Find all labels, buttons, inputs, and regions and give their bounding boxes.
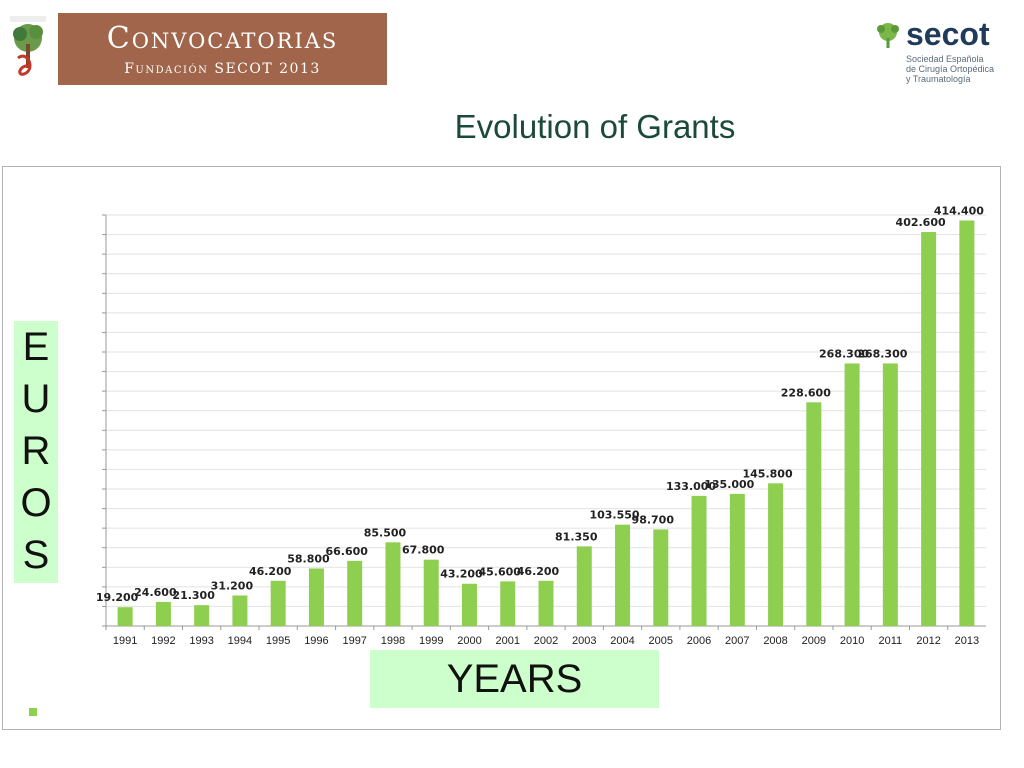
bar — [576, 546, 592, 626]
bar — [615, 524, 631, 626]
x-tick-label: 1992 — [151, 635, 175, 647]
data-label: 228.600 — [781, 386, 831, 399]
x-tick-label: 2002 — [534, 635, 558, 647]
bar — [194, 605, 210, 626]
x-tick-label: 2005 — [649, 635, 673, 647]
x-tick-label: 2011 — [879, 635, 903, 647]
fundacion-logo — [6, 14, 50, 84]
data-label: 46.200 — [517, 565, 560, 578]
convocatorias-banner: Convocatorias Fundación SECOT 2013 — [58, 13, 387, 85]
data-label: 45.600 — [479, 565, 522, 578]
x-tick-label: 2010 — [840, 635, 864, 647]
x-axis-label: YEARS — [370, 650, 659, 708]
bar — [921, 232, 937, 626]
x-tick-label: 2008 — [763, 635, 787, 647]
bar — [653, 529, 669, 626]
bullet-marker — [29, 708, 37, 716]
data-label: 135.000 — [704, 478, 754, 491]
bar — [538, 580, 554, 626]
bar — [500, 581, 516, 626]
data-label: 133.000 — [666, 480, 716, 493]
x-tick-label: 1997 — [342, 635, 366, 647]
bar — [308, 568, 324, 626]
bar — [117, 607, 133, 626]
bar — [423, 559, 439, 626]
x-tick-label: 2000 — [457, 635, 481, 647]
data-label: 414.400 — [934, 204, 984, 217]
data-label: 103.550 — [589, 509, 639, 522]
secot-name: secot — [906, 16, 990, 52]
bar — [882, 363, 898, 626]
x-tick-label: 2003 — [572, 635, 596, 647]
data-label: 24.600 — [134, 586, 177, 599]
y-axis-label: EUROS — [14, 321, 58, 583]
bar-chart: 1991 19.200 1992 24.600 1993 21.300 1994 31.200… — [96, 204, 986, 647]
x-tick-label: 1996 — [304, 635, 328, 647]
data-label: 31.200 — [211, 579, 254, 592]
banner-subtitle: Fundación SECOT 2013 — [124, 61, 321, 77]
data-label: 268.300 — [819, 347, 869, 360]
x-tick-label: 2006 — [687, 635, 711, 647]
bar — [959, 220, 975, 627]
data-label: 145.800 — [743, 467, 793, 480]
bar — [461, 583, 477, 626]
data-label: 98.700 — [632, 513, 675, 526]
x-tick-label: 2007 — [725, 635, 749, 647]
x-tick-label: 2001 — [495, 635, 519, 647]
bar — [768, 483, 784, 626]
bar — [155, 601, 171, 626]
x-tick-label: 1998 — [381, 635, 405, 647]
bar — [347, 560, 363, 626]
x-tick-label: 2004 — [610, 635, 634, 647]
data-label: 67.800 — [402, 544, 445, 557]
x-tick-label: 1991 — [113, 635, 137, 647]
chart-frame: 1991 19.200 1992 24.600 1993 21.300 1994 31.200… — [2, 166, 1001, 730]
data-label: 66.600 — [325, 545, 368, 558]
data-label: 19.200 — [96, 591, 139, 604]
data-label: 268.300 — [857, 347, 907, 360]
banner-title: Convocatorias — [106, 21, 339, 56]
bar — [385, 542, 401, 626]
x-tick-label: 2012 — [916, 635, 940, 647]
x-tick-label: 2013 — [955, 635, 979, 647]
x-tick-label: 1994 — [228, 635, 252, 647]
data-label: 81.350 — [555, 530, 598, 543]
data-label: 402.600 — [896, 216, 946, 229]
x-tick-label: 2009 — [802, 635, 826, 647]
secot-description: Sociedad Española de Cirugía Ortopédica … — [906, 54, 995, 84]
bar — [844, 363, 860, 626]
slide-title: Evolution of Grants — [454, 108, 736, 145]
x-tick-label: 1995 — [266, 635, 290, 647]
bar — [806, 402, 822, 626]
x-tick-label: 1993 — [189, 635, 213, 647]
data-label: 58.800 — [287, 552, 330, 565]
data-label: 43.200 — [440, 568, 483, 581]
bar — [691, 495, 707, 626]
tree-icon — [877, 23, 899, 48]
bar — [270, 580, 286, 626]
data-label: 85.500 — [364, 526, 407, 539]
data-label: 21.300 — [172, 589, 215, 602]
x-tick-label: 1999 — [419, 635, 443, 647]
bar — [232, 595, 248, 626]
data-label: 46.200 — [249, 565, 292, 578]
secot-logo: secot Sociedad Española de Cirugía Ortop… — [872, 16, 1012, 84]
bar — [729, 493, 745, 626]
